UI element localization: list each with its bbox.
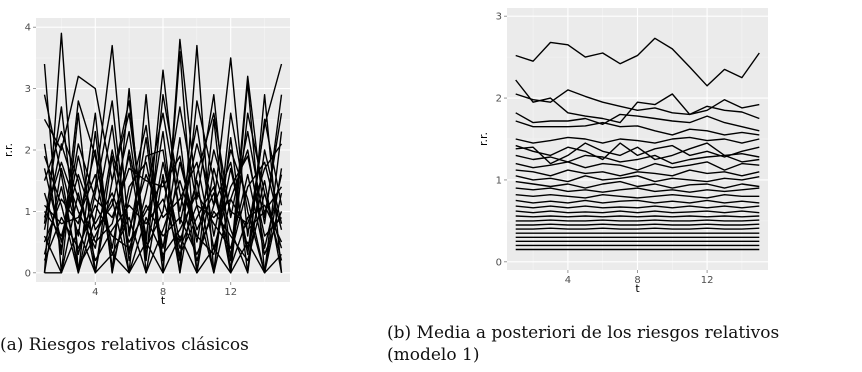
caption-a: (a) Riesgos relativos clásicos [0, 335, 249, 355]
chart-a-y-tick-label: 2 [25, 146, 31, 157]
chart-a-series-line-8 [43, 186, 283, 274]
chart-b-y-tick-label: 1 [496, 175, 502, 186]
chart-b-series-line-15 [515, 193, 760, 199]
chart-a-series-group [43, 32, 283, 274]
chart-b-series-line-9 [515, 154, 760, 165]
chart-b-series-line-3 [515, 89, 760, 120]
chart-a-y-tick-label: 3 [25, 84, 31, 95]
chart-a-x-tick-label: 4 [92, 287, 98, 298]
chart-b-series-line-8 [515, 142, 760, 165]
chart-b-y-tick-label: 0 [496, 257, 502, 268]
chart-b-series-line-20 [515, 219, 760, 222]
chart-b-y-tick-label: 3 [496, 12, 502, 23]
chart-a-series-line-2 [43, 32, 283, 274]
caption-b-line-1: (b) Media a posteriori de los riesgos re… [387, 323, 780, 343]
chart-a-series-line-6 [43, 112, 283, 274]
chart-a-y-tick-label: 1 [25, 207, 31, 218]
chart-b-series-line-7 [515, 142, 760, 161]
chart-a-series-line-16 [43, 124, 283, 268]
chart-b-x-axis-label: t [635, 282, 640, 295]
chart-a-series-line-19 [43, 94, 283, 274]
chart-b-series-line-1 [515, 37, 760, 87]
chart-b-series-line-18 [515, 210, 760, 214]
chart-a-series-line-17 [43, 173, 283, 249]
chart-b-series-line-11 [515, 169, 760, 177]
chart-b-series-line-6 [515, 136, 760, 144]
caption-b-line-2: (modelo 1) [387, 345, 480, 365]
chart-a-x-tick-label: 8 [160, 287, 166, 298]
chart-a-y-tick-label: 0 [25, 268, 31, 279]
chart-b-series-line-12 [515, 175, 760, 183]
chart-a-series-line-10 [43, 173, 283, 274]
chart-b-series-line-14 [515, 187, 760, 193]
chart-b-series-line-19 [515, 215, 760, 218]
chart-b-x-tick-label: 8 [634, 275, 640, 286]
chart-a-series-line-15 [43, 100, 283, 274]
chart-a-x-axis-label: t [161, 294, 166, 307]
chart-b-series-line-16 [515, 199, 760, 204]
chart-a-y-axis-label: r.r. [2, 143, 15, 157]
chart-b-series-line-10 [515, 161, 760, 171]
chart-b-x-tick-label: 4 [565, 275, 571, 286]
chart-b-series-line-22 [515, 227, 760, 230]
chart-b-series-line-5 [515, 120, 760, 136]
chart-b-series-line-13 [515, 180, 760, 189]
chart-b-series-line-21 [515, 223, 760, 226]
chart-a-x-tick-label: 12 [224, 287, 237, 298]
chart-b-series-line-4 [515, 112, 760, 132]
chart-b-series-line-2 [515, 79, 760, 124]
chart-b-x-tick-label: 12 [701, 275, 714, 286]
chart-b-y-tick-label: 2 [496, 94, 502, 105]
chart-b-y-axis-label: r.r. [477, 132, 490, 146]
chart-a-series-line-20 [43, 93, 283, 262]
chart-b-series-group [515, 37, 760, 251]
chart-b-series-line-17 [515, 205, 760, 209]
chart-a-y-tick-label: 4 [25, 23, 31, 34]
